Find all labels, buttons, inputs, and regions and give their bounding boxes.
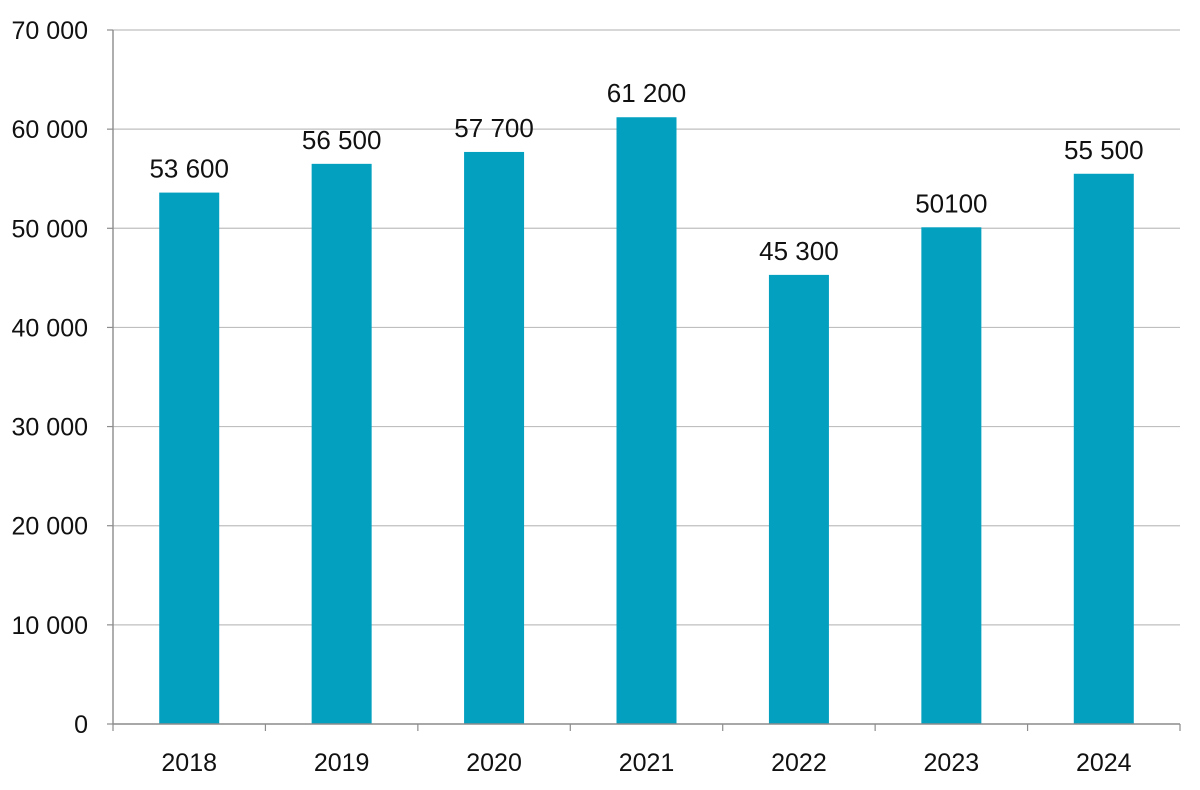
data-label: 56 500	[302, 125, 382, 155]
bar-2021	[616, 117, 677, 724]
data-labels: 53 600 56 500 57 700 61 200 45 300 50100 55 50…	[149, 78, 1143, 266]
y-tick-labels: 0 10 000 20 000 30 000 40 000 50 000 60 000 70 …	[12, 17, 88, 739]
bar-2022	[768, 274, 829, 724]
x-tick-label: 2020	[466, 749, 522, 777]
x-tick-label: 2024	[1076, 749, 1132, 777]
y-tick-label: 70 000	[12, 17, 88, 45]
y-tick-label: 20 000	[12, 513, 88, 541]
data-label: 55 500	[1064, 135, 1144, 165]
x-tick-labels: 2018 2019 2020 2021 2022 2023 2024	[161, 749, 1131, 777]
x-tick-label: 2018	[161, 749, 217, 777]
data-label: 57 700	[454, 113, 534, 143]
bars	[159, 117, 1134, 725]
x-tick-label: 2022	[771, 749, 827, 777]
bar-2024	[1073, 173, 1134, 724]
y-tick-label: 0	[74, 711, 88, 739]
data-label: 61 200	[607, 78, 687, 108]
y-tick-label: 30 000	[12, 414, 88, 442]
y-tick-label: 60 000	[12, 116, 88, 144]
y-tick-label: 10 000	[12, 612, 88, 640]
axes	[107, 29, 1181, 731]
x-tick-label: 2021	[619, 749, 675, 777]
data-label: 50100	[915, 188, 987, 218]
bar-2019	[311, 163, 372, 725]
x-tick-label: 2023	[924, 749, 980, 777]
bar-2023	[921, 227, 982, 724]
bar-2020	[464, 151, 525, 725]
x-tick-label: 2019	[314, 749, 370, 777]
bar-2018	[159, 192, 220, 724]
y-tick-label: 40 000	[12, 314, 88, 342]
y-tick-label: 50 000	[12, 215, 88, 243]
data-label: 53 600	[149, 154, 229, 184]
data-label: 45 300	[759, 236, 839, 266]
